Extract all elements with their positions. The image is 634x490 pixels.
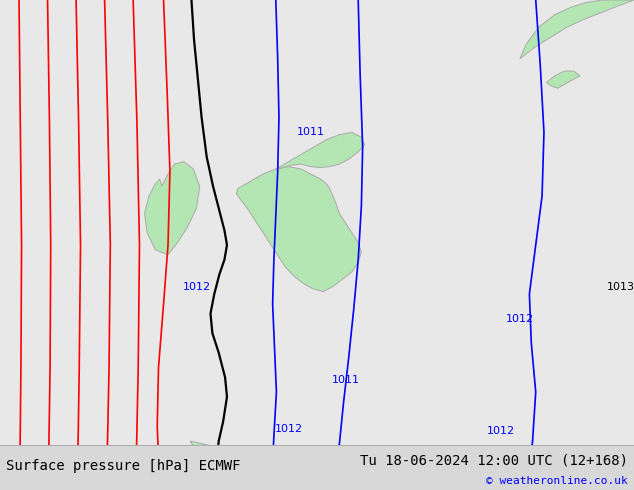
Polygon shape	[236, 167, 361, 292]
Text: 1012: 1012	[506, 314, 534, 323]
Text: © weatheronline.co.uk: © weatheronline.co.uk	[486, 476, 628, 486]
Polygon shape	[276, 132, 365, 169]
Text: Tu 18-06-2024 12:00 UTC (12+168): Tu 18-06-2024 12:00 UTC (12+168)	[359, 454, 628, 467]
Text: 1013: 1013	[607, 282, 634, 292]
Polygon shape	[520, 0, 634, 59]
Text: 1012: 1012	[183, 282, 210, 292]
Polygon shape	[190, 441, 634, 490]
Text: 1012: 1012	[487, 426, 515, 436]
Text: 1012: 1012	[275, 424, 302, 434]
Text: 1011: 1011	[332, 375, 359, 385]
Bar	[0, 445, 634, 490]
Text: Surface pressure [hPa] ECMWF: Surface pressure [hPa] ECMWF	[6, 459, 241, 472]
Text: 1013: 1013	[607, 453, 634, 463]
Polygon shape	[145, 162, 200, 255]
Polygon shape	[547, 71, 580, 88]
Text: 1011: 1011	[297, 127, 325, 137]
